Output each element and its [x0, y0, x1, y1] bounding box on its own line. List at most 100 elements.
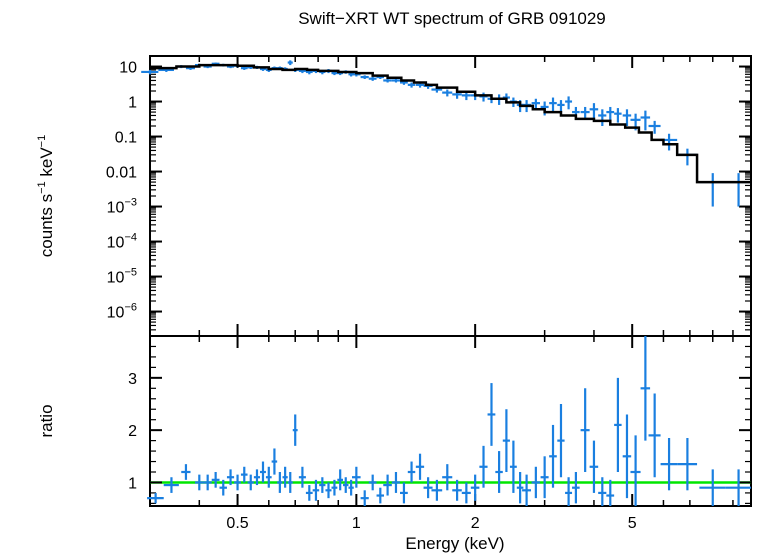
data-point: [376, 487, 384, 504]
data-point: [181, 464, 191, 480]
data-point: [247, 474, 254, 491]
ylabel-exponent-2: −1: [36, 135, 48, 148]
data-point: [141, 69, 159, 75]
y-tick-label: 3: [128, 371, 137, 388]
data-point: [565, 477, 573, 506]
data-point: [452, 479, 462, 501]
data-point: [431, 479, 443, 501]
data-point: [479, 92, 488, 102]
data-point: [549, 97, 557, 113]
data-point: [260, 461, 266, 483]
y-tick-label: 0.1: [115, 130, 137, 147]
data-point: [194, 474, 204, 491]
data-point: [415, 453, 425, 480]
data-point: [487, 383, 496, 446]
data-point: [240, 466, 248, 483]
data-point: [614, 377, 622, 472]
y-tick-label: 0.01: [106, 165, 137, 182]
data-point: [292, 414, 298, 446]
data-point: [298, 466, 306, 488]
x-axis-label: Energy (keV): [405, 534, 504, 553]
data-point: [589, 103, 599, 120]
y-tick-label: 1: [128, 95, 137, 112]
data-point: [479, 445, 488, 488]
data-point: [442, 89, 453, 97]
data-point: [557, 100, 565, 113]
data-point: [253, 469, 261, 486]
data-point: [606, 106, 615, 120]
data-point: [442, 464, 453, 491]
data-point: [277, 472, 283, 493]
data-point: [648, 393, 661, 478]
y-tick-label: 10−5: [107, 267, 137, 287]
data-point: [589, 440, 599, 493]
data-point: [383, 78, 392, 83]
data-point: [219, 479, 227, 496]
data-point: [226, 469, 235, 486]
data-point: [725, 469, 751, 506]
data-point: [522, 474, 531, 506]
data-point: [598, 109, 607, 126]
data-point: [147, 492, 164, 504]
data-point: [470, 474, 480, 501]
data-point: [331, 479, 338, 496]
ratio-axis-ticks: [149, 335, 751, 506]
y-tick-label: 10−3: [107, 197, 137, 217]
spectrum-y-axis-label: counts s−1 keV−1: [36, 135, 56, 257]
data-point: [287, 472, 293, 493]
data-point: [234, 474, 241, 491]
data-point: [572, 472, 580, 504]
spectrum-model-line: [150, 63, 751, 184]
data-point: [461, 482, 471, 504]
data-point: [699, 469, 726, 506]
y-tick-label: 1: [128, 475, 137, 492]
ylabel-exponent-1: −1: [36, 181, 48, 194]
data-point: [360, 75, 369, 80]
data-point: [516, 472, 524, 504]
x-tick-label: 5: [628, 515, 637, 532]
data-point: [640, 336, 651, 441]
data-point: [399, 482, 408, 504]
data-point: [540, 456, 549, 499]
data-point: [407, 461, 416, 483]
ratio-data-points: [147, 336, 751, 506]
data-point: [423, 477, 433, 499]
data-point: [319, 477, 326, 493]
data-point: [163, 477, 179, 493]
y-tick-label: 10−4: [107, 232, 137, 252]
ratio-plot-frame: [149, 335, 752, 507]
data-point: [531, 466, 541, 499]
data-point: [368, 76, 377, 81]
x-tick-label: 2: [471, 515, 480, 532]
data-point: [699, 173, 726, 207]
data-point: [565, 96, 573, 110]
ratio-y-tick-labels: 1 2 3: [128, 371, 137, 493]
data-point: [337, 469, 343, 491]
data-point: [531, 98, 541, 110]
data-point: [549, 424, 557, 488]
x-tick-label: 0.5: [226, 515, 248, 532]
data-point: [391, 78, 400, 83]
spectrum-plot-frame: [149, 55, 752, 337]
data-point: [648, 120, 661, 134]
data-point: [360, 490, 369, 506]
data-point: [660, 438, 678, 491]
data-point: [282, 466, 288, 488]
spectrum-panel: 10 1 0.1 0.01 10−3 10−4 10−5 10−6 counts s−1 ke…: [36, 55, 752, 337]
data-point: [630, 435, 641, 506]
data-point: [265, 466, 272, 488]
data-point: [557, 404, 565, 478]
data-point: [203, 474, 212, 491]
data-point: [622, 109, 632, 126]
data-point: [240, 66, 248, 70]
data-point: [348, 479, 354, 496]
data-point: [606, 479, 615, 506]
data-point: [622, 414, 632, 499]
data-point: [383, 474, 392, 496]
data-point: [598, 477, 607, 506]
spectrum-y-tick-labels: 10 1 0.1 0.01 10−3 10−4 10−5 10−6: [106, 60, 137, 322]
data-point: [509, 440, 517, 493]
ratio-y-axis-label: ratio: [37, 404, 56, 437]
data-point: [495, 451, 503, 493]
